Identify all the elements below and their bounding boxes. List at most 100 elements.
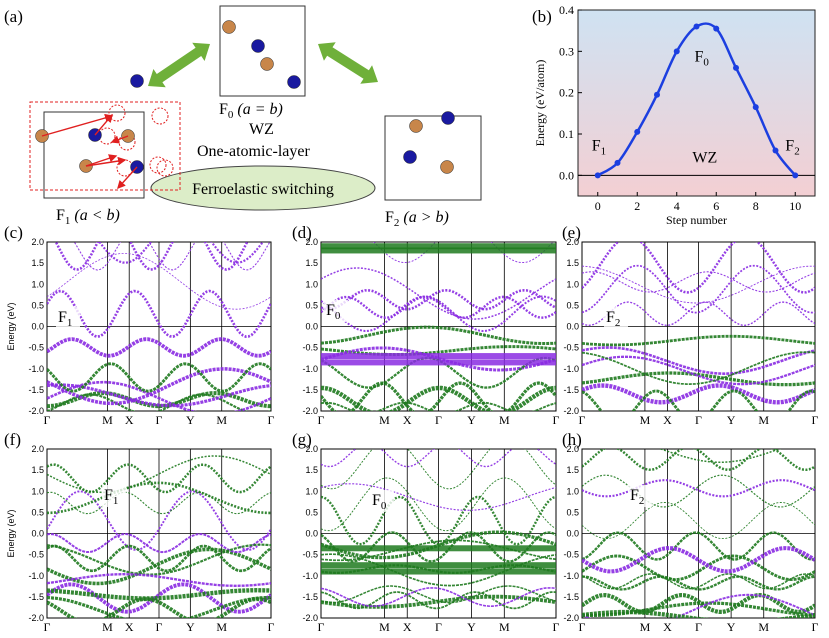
flat-band xyxy=(321,353,556,360)
panel-label-b: (b) xyxy=(532,7,552,26)
band-line xyxy=(321,531,556,563)
panel-tag-bg xyxy=(604,307,628,329)
energy-tick-label: 0.0 xyxy=(566,322,579,332)
band-curves xyxy=(582,242,815,411)
switching-arrows xyxy=(148,42,378,88)
k-point-label: Y xyxy=(727,413,736,427)
k-point-label: Γ xyxy=(579,620,586,634)
y-tick-label: 0.1 xyxy=(559,127,574,141)
band-line xyxy=(582,265,815,304)
energy-tick-label: -1.5 xyxy=(302,592,318,602)
k-point-label: Γ xyxy=(553,413,560,427)
band-line xyxy=(47,491,271,515)
f1-caption: F1 (a < b) xyxy=(56,207,120,227)
band-curves xyxy=(47,242,271,411)
band-line xyxy=(47,380,271,411)
switching-double-arrow xyxy=(318,42,378,84)
panel-label: (c) xyxy=(4,223,23,242)
energy-tick-label: -1.0 xyxy=(302,364,318,374)
band-line xyxy=(582,271,815,293)
band-line xyxy=(582,592,815,615)
energy-tick-label: -2.0 xyxy=(563,613,579,623)
cation-atom xyxy=(409,119,423,133)
flat-band xyxy=(321,562,556,569)
energy-tick-label: 2.0 xyxy=(305,237,318,247)
k-point-label: Γ xyxy=(695,413,702,427)
k-point-label: Y xyxy=(467,413,476,427)
panel-label: (d) xyxy=(292,223,312,242)
band-line xyxy=(98,242,265,264)
dashed-site-circle xyxy=(151,107,169,125)
energy-barrier-chart: (b) 0.0 0.1 0.2 0.3 0.4 0 2 4 6 8 10 Step number Ene… xyxy=(532,3,816,227)
k-point-label: M xyxy=(758,620,769,634)
k-point-label: Γ xyxy=(44,413,51,427)
data-point xyxy=(594,172,601,179)
band-line xyxy=(47,393,271,411)
band-line xyxy=(47,362,271,393)
panel-label: (e) xyxy=(562,223,581,242)
k-point-label: Γ xyxy=(812,620,819,634)
band-curves xyxy=(321,242,556,411)
band-line xyxy=(582,479,815,498)
band-line xyxy=(321,449,556,490)
energy-tick-label: 0.5 xyxy=(31,300,44,310)
band-line xyxy=(54,242,249,271)
band-line xyxy=(47,532,271,554)
state-annotation: F0 xyxy=(694,49,709,69)
panel-tag-bg xyxy=(324,300,348,322)
k-point-label: Γ xyxy=(318,413,325,427)
energy-tick-label: 0.0 xyxy=(31,322,44,332)
band-line xyxy=(582,531,815,561)
energy-tick-label: -1.5 xyxy=(28,592,44,602)
f2-atoms xyxy=(403,111,455,174)
energy-axis-label: Energy (eV) xyxy=(6,302,16,350)
energy-tick-label: -0.5 xyxy=(302,343,318,353)
energy-tick-label: -1.5 xyxy=(563,385,579,395)
k-point-label: M xyxy=(499,413,510,427)
wz-annotation: WZ xyxy=(692,150,717,167)
energy-tick-label: -1.0 xyxy=(28,364,44,374)
data-point xyxy=(752,104,759,111)
band-line xyxy=(582,546,815,574)
energy-tick-label: 1.5 xyxy=(566,465,579,475)
data-point xyxy=(673,48,680,55)
energy-tick-label: 2.0 xyxy=(305,444,318,454)
energy-tick-label: -2.0 xyxy=(302,613,318,623)
f1-structure-box xyxy=(43,111,145,199)
one-atomic-layer-label: One-atomic-layer xyxy=(197,143,311,160)
switching-double-arrow xyxy=(148,42,210,88)
band-line xyxy=(47,252,271,310)
energy-tick-label: -1.0 xyxy=(563,364,579,374)
panel-tag: F0 xyxy=(326,302,341,322)
data-point xyxy=(614,159,621,166)
displacement-arrow xyxy=(117,166,138,190)
energy-tick-label: 1.5 xyxy=(566,258,579,268)
k-point-label: Y xyxy=(186,413,195,427)
band-line xyxy=(47,547,271,586)
k-point-label: X xyxy=(125,413,134,427)
energy-tick-label: 1.0 xyxy=(31,279,44,289)
band-line xyxy=(321,295,556,333)
x-tick-label: 8 xyxy=(753,199,759,213)
band-line xyxy=(321,585,556,604)
band-line xyxy=(73,242,271,271)
displacement-arrow xyxy=(85,156,127,167)
band-line xyxy=(658,449,782,464)
data-point xyxy=(654,91,660,98)
energy-tick-label: -0.5 xyxy=(563,343,579,353)
k-point-label: Γ xyxy=(553,620,560,634)
band-line xyxy=(582,264,815,314)
panel-tag: F0 xyxy=(372,492,387,512)
energy-axis-label: Energy (eV) xyxy=(6,509,16,557)
energy-tick-label: -0.5 xyxy=(302,550,318,560)
band-line xyxy=(582,502,815,540)
k-point-label: Γ xyxy=(579,413,586,427)
band-line xyxy=(47,582,271,614)
f1-dashed-box xyxy=(29,101,181,191)
data-point xyxy=(772,147,779,154)
panel-label: (g) xyxy=(292,430,312,449)
schematic-panel: (a) F0 (a = b) WZ One-atomic-layer Ferro… xyxy=(4,5,482,229)
k-point-label: Γ xyxy=(695,620,702,634)
flat-band xyxy=(321,243,556,250)
panel-label: (h) xyxy=(562,430,582,449)
